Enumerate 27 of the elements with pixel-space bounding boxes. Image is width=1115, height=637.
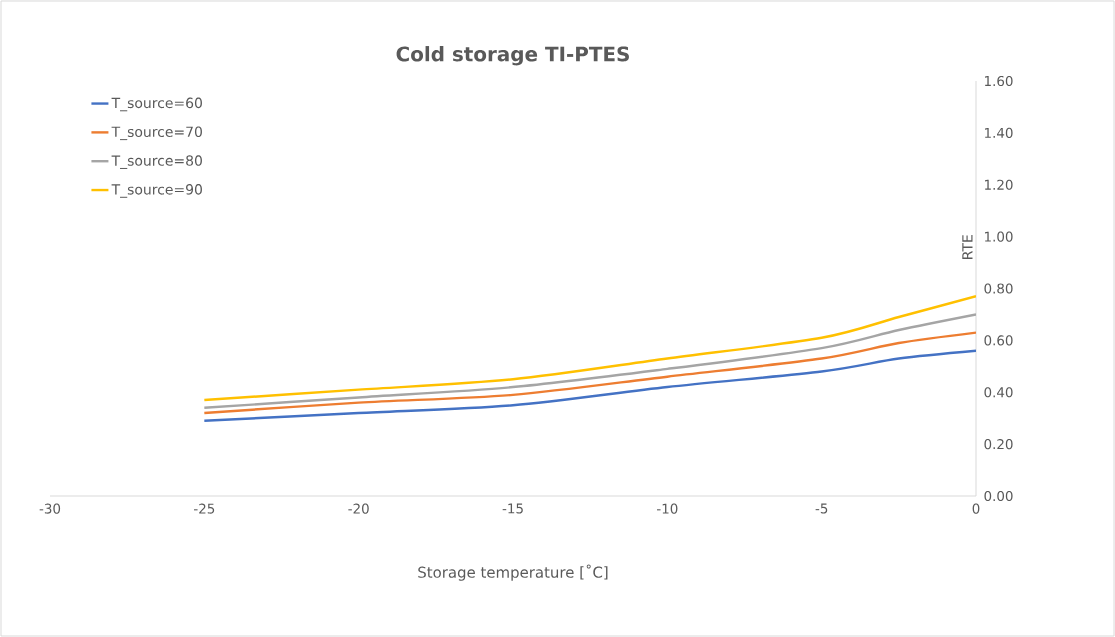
line-series [203, 295, 977, 402]
y-axis-title: RTE [962, 235, 973, 259]
y-tick-label: 0.20 [984, 439, 1013, 450]
legend-label: T_source=70 [111, 126, 202, 141]
y-tick-label: 0.80 [984, 283, 1013, 294]
x-tick-label: -5 [815, 503, 828, 514]
line-series [203, 313, 977, 410]
x-tick-label: 0 [972, 503, 980, 514]
legend-label: T_source=80 [111, 155, 202, 169]
x-tick-label: -25 [194, 503, 215, 514]
x-tick-label: -30 [39, 503, 61, 514]
y-tick-label: 1.20 [985, 179, 1013, 190]
y-tick-label: 1.40 [985, 127, 1013, 138]
line-series [203, 331, 977, 415]
x-axis-title: Storage temperature [˚C] [418, 564, 608, 581]
legend-label: T_source=60 [111, 97, 202, 112]
line-series [203, 349, 977, 422]
legend-label: T_source=90 [111, 184, 202, 198]
y-tick-label: 1.00 [985, 231, 1013, 242]
y-tick-label: 0.00 [984, 490, 1013, 502]
y-tick-label: 0.40 [984, 387, 1013, 398]
x-tick-label: -15 [502, 503, 523, 514]
x-tick-label: -10 [657, 503, 678, 514]
y-tick-label: 1.60 [985, 75, 1013, 87]
chart-title: Cold storage TI-PTES [396, 46, 629, 66]
y-tick-label: 0.60 [984, 335, 1013, 346]
x-tick-label: -20 [348, 503, 369, 514]
